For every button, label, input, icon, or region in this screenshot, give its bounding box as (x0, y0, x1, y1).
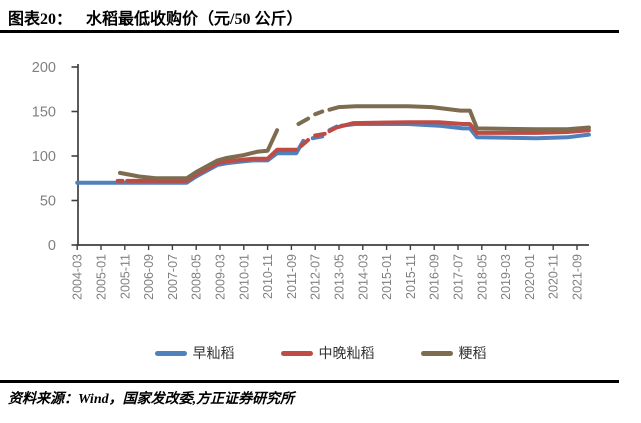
legend-item-early-indica-rice: 早籼稻 (154, 343, 235, 363)
x-tick-label: 2020-11 (547, 254, 561, 299)
legend-line-swatch (154, 350, 187, 356)
y-tick-label: 50 (40, 194, 56, 210)
y-tick-label: 150 (32, 105, 56, 121)
series-line-japonica-rice (296, 116, 311, 126)
series-line-mid-late-indica-rice (327, 120, 591, 135)
x-tick-label: 2008-05 (190, 254, 204, 300)
x-tick-label: 2009-03 (214, 254, 228, 300)
legend-label: 早籼稻 (192, 347, 235, 362)
series-line-mid-late-indica-rice (125, 147, 299, 183)
x-tick-label: 2015-01 (380, 254, 394, 300)
x-tick-label: 2011-09 (285, 254, 299, 299)
footer-rule (0, 380, 619, 383)
legend-item-mid-late-indica-rice: 中晚籼稻 (280, 343, 375, 363)
series-line-mid-late-indica-rice (298, 138, 311, 149)
legend-item-japonica-rice: 粳稻 (420, 343, 487, 363)
x-tick-label: 2013-05 (333, 254, 347, 300)
series-line-japonica-rice (327, 104, 591, 132)
x-tick-label: 2019-03 (499, 254, 513, 300)
source-note: 资料来源：Wind，国家发改委,方正证券研究所 (8, 392, 295, 407)
x-tick-label: 2006-09 (142, 254, 156, 300)
figure-caption: 图表20： 水稻最低收购价（元/50 公斤） (0, 0, 641, 28)
legend-label: 中晚籼稻 (318, 347, 375, 362)
x-tick-label: 2010-11 (261, 254, 275, 299)
x-tick-label: 2007-07 (166, 254, 180, 300)
x-tick-label: 2018-05 (475, 254, 489, 300)
y-tick-label: 0 (48, 238, 56, 254)
x-tick-label: 2010-01 (237, 254, 251, 300)
y-tick-label: 100 (32, 149, 56, 165)
x-tick-label: 2005-11 (118, 254, 132, 299)
x-tick-label: 2004-03 (71, 254, 85, 300)
series-line-early-indica-rice (310, 134, 325, 141)
series-line-japonica-rice (118, 128, 280, 181)
x-tick-label: 2005-01 (95, 254, 109, 300)
series-line-mid-late-indica-rice (313, 131, 327, 138)
x-tick-label: 2016-09 (428, 254, 442, 300)
price-chart: 0 50 100 150 200 2004-03 2005-01 2005-11 2006-09… (32, 60, 591, 300)
legend-line-swatch (280, 350, 313, 356)
x-tick-label: 2021-09 (571, 254, 585, 300)
legend-line-swatch (420, 350, 453, 356)
title-rule (0, 30, 619, 33)
x-tick-label: 2015-11 (404, 254, 418, 299)
x-tick-label: 2014-03 (356, 254, 370, 300)
x-tick-label: 2020-01 (523, 254, 537, 300)
series-line-japonica-rice (313, 109, 325, 117)
chart-legend: 早籼稻 中晚籼稻 粳稻 (0, 341, 641, 365)
figure-title: 水稻最低收购价（元/50 公斤） (86, 11, 303, 28)
y-tick-label: 200 (32, 60, 56, 76)
figure-number: 图表20： (8, 11, 73, 28)
x-tick-label: 2012-07 (309, 254, 323, 300)
x-tick-label: 2017-07 (452, 254, 466, 300)
legend-label: 粳稻 (458, 347, 487, 362)
